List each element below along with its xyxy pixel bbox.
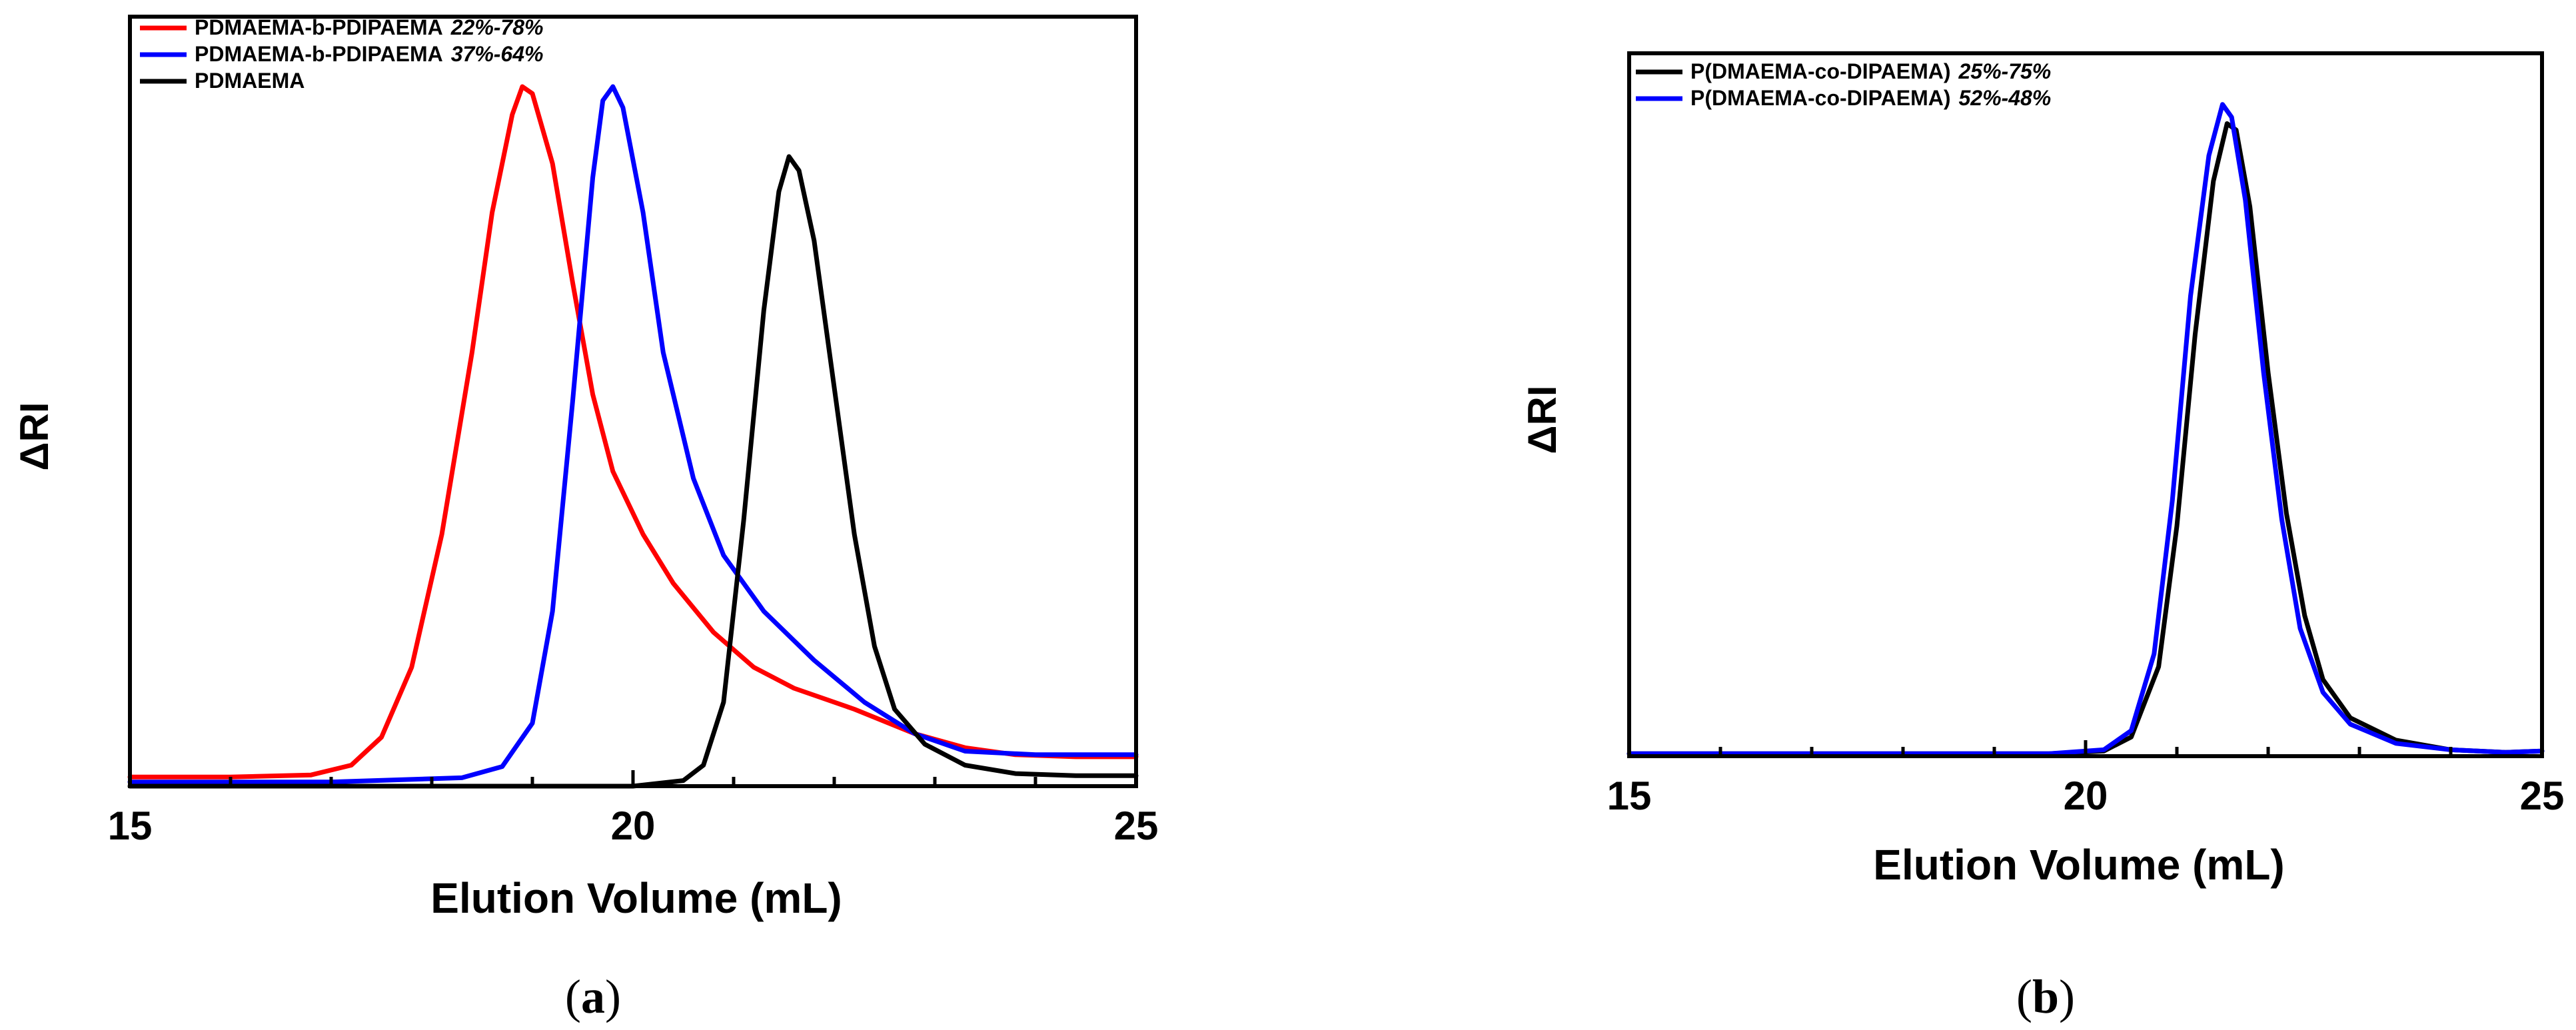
panel-b-series-line-2 <box>1626 102 2545 756</box>
panel-a-ticks <box>128 770 1138 786</box>
panel-a-x-tick-label: 25 <box>1114 803 1159 848</box>
panel-b-ticks <box>1627 740 2544 756</box>
panel-a-tick-labels: 15 20 25 <box>108 803 1159 848</box>
panel-a-legend-composition-2: 37%-64% <box>451 42 544 66</box>
panel-a-legend-label-2: PDMAEMA-b-PDIPAEMA 37%-64% <box>195 42 543 66</box>
panel-b-series-line-1 <box>1626 121 2545 756</box>
panel-a-frame <box>128 15 1138 788</box>
panel-a-legend-label-3: PDMAEMA <box>195 69 305 93</box>
panel-b-x-tick-label: 25 <box>2520 773 2565 818</box>
panel-a: 15 20 25 PDMAEMA-b-PDIPAEMA 22%-78%PDMAEMA-… <box>12 15 1158 1023</box>
panel-b-legend-label-1: P(DMAEMA-co-DIPAEMA) 25%-75% <box>1690 59 2051 83</box>
panel-a-legend-label-1: PDMAEMA-b-PDIPAEMA 22%-78% <box>195 15 543 39</box>
panel-b-legend-composition-2: 52%-48% <box>1958 86 2051 110</box>
panel-b-x-tick-label: 15 <box>1607 773 1652 818</box>
panel-b-legend-name-2: P(DMAEMA-co-DIPAEMA) <box>1690 86 1950 110</box>
panel-b-frame <box>1627 51 2544 758</box>
panel-b-label: (b) <box>2016 970 2075 1023</box>
panel-b-legend: P(DMAEMA-co-DIPAEMA) 25%-75%P(DMAEMA-co-D… <box>1636 59 2051 110</box>
panel-a-y-axis-title: ΔRI <box>12 402 57 470</box>
panel-a-series-line-3 <box>127 154 1139 789</box>
panel-a-x-tick-label: 20 <box>611 803 656 848</box>
panel-a-series-line-2 <box>127 84 1139 785</box>
panel-b-legend-name-1: P(DMAEMA-co-DIPAEMA) <box>1690 59 1950 83</box>
panel-a-legend-name-1: PDMAEMA-b-PDIPAEMA <box>195 15 443 39</box>
panel-b-tick-labels: 15 20 25 <box>1607 773 2565 818</box>
panel-b-legend-composition-1: 25%-75% <box>1958 59 2051 83</box>
panel-a-legend-composition-1: 22%-78% <box>450 15 544 39</box>
panel-b-x-tick-label: 20 <box>2064 773 2108 818</box>
panel-a-x-tick-label: 15 <box>108 803 153 848</box>
panel-a-plot-lines <box>127 84 1139 789</box>
panel-b-plot-lines <box>1626 102 2545 756</box>
panel-a-legend-name-2: PDMAEMA-b-PDIPAEMA <box>195 42 443 66</box>
panel-a-x-axis-title: Elution Volume (mL) <box>430 874 842 922</box>
panel-a-legend: PDMAEMA-b-PDIPAEMA 22%-78%PDMAEMA-b-PDIPA… <box>140 15 543 93</box>
panel-a-series-line-1 <box>127 84 1139 779</box>
panel-b-legend-label-2: P(DMAEMA-co-DIPAEMA) 52%-48% <box>1690 86 2051 110</box>
panel-a-letter: a <box>581 970 605 1023</box>
panel-a-label: (a) <box>565 970 621 1023</box>
panel-a-legend-name-3: PDMAEMA <box>195 69 305 93</box>
panel-b-y-axis-title: ΔRI <box>1520 385 1565 454</box>
panel-b: 15 20 25 P(DMAEMA-co-DIPAEMA) 25%-75%P(DMAE… <box>1520 51 2565 1023</box>
panel-b-x-axis-title: Elution Volume (mL) <box>1873 841 2284 889</box>
panel-b-letter: b <box>2032 970 2059 1023</box>
